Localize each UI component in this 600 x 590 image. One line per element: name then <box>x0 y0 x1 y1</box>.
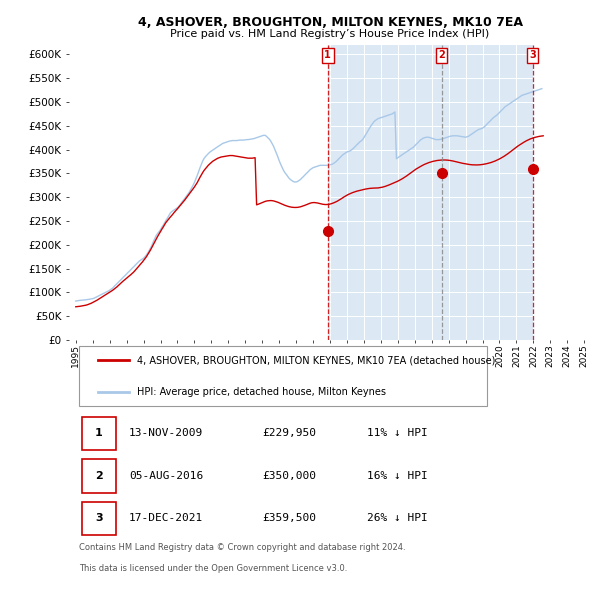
Text: 26% ↓ HPI: 26% ↓ HPI <box>367 513 427 523</box>
Text: 3: 3 <box>95 513 103 523</box>
Text: 05-AUG-2016: 05-AUG-2016 <box>129 471 203 481</box>
Bar <box>328 45 533 340</box>
Text: £359,500: £359,500 <box>262 513 316 523</box>
Text: 2: 2 <box>438 50 445 60</box>
Text: £229,950: £229,950 <box>262 428 316 438</box>
FancyBboxPatch shape <box>82 502 116 535</box>
FancyBboxPatch shape <box>82 417 116 450</box>
Text: 1: 1 <box>325 50 331 60</box>
Text: 17-DEC-2021: 17-DEC-2021 <box>129 513 203 523</box>
Text: 1: 1 <box>95 428 103 438</box>
Text: 3: 3 <box>529 50 536 60</box>
Text: 4, ASHOVER, BROUGHTON, MILTON KEYNES, MK10 7EA (detached house): 4, ASHOVER, BROUGHTON, MILTON KEYNES, MK… <box>137 355 495 365</box>
Text: This data is licensed under the Open Government Licence v3.0.: This data is licensed under the Open Gov… <box>79 564 348 573</box>
Text: HPI: Average price, detached house, Milton Keynes: HPI: Average price, detached house, Milt… <box>137 386 386 396</box>
FancyBboxPatch shape <box>82 459 116 493</box>
Text: 16% ↓ HPI: 16% ↓ HPI <box>367 471 427 481</box>
FancyBboxPatch shape <box>79 346 487 406</box>
Text: 11% ↓ HPI: 11% ↓ HPI <box>367 428 427 438</box>
Text: Contains HM Land Registry data © Crown copyright and database right 2024.: Contains HM Land Registry data © Crown c… <box>79 543 406 552</box>
Text: 4, ASHOVER, BROUGHTON, MILTON KEYNES, MK10 7EA: 4, ASHOVER, BROUGHTON, MILTON KEYNES, MK… <box>137 16 523 29</box>
Text: 13-NOV-2009: 13-NOV-2009 <box>129 428 203 438</box>
Text: £350,000: £350,000 <box>262 471 316 481</box>
Text: Price paid vs. HM Land Registry’s House Price Index (HPI): Price paid vs. HM Land Registry’s House … <box>170 30 490 39</box>
Text: 2: 2 <box>95 471 103 481</box>
